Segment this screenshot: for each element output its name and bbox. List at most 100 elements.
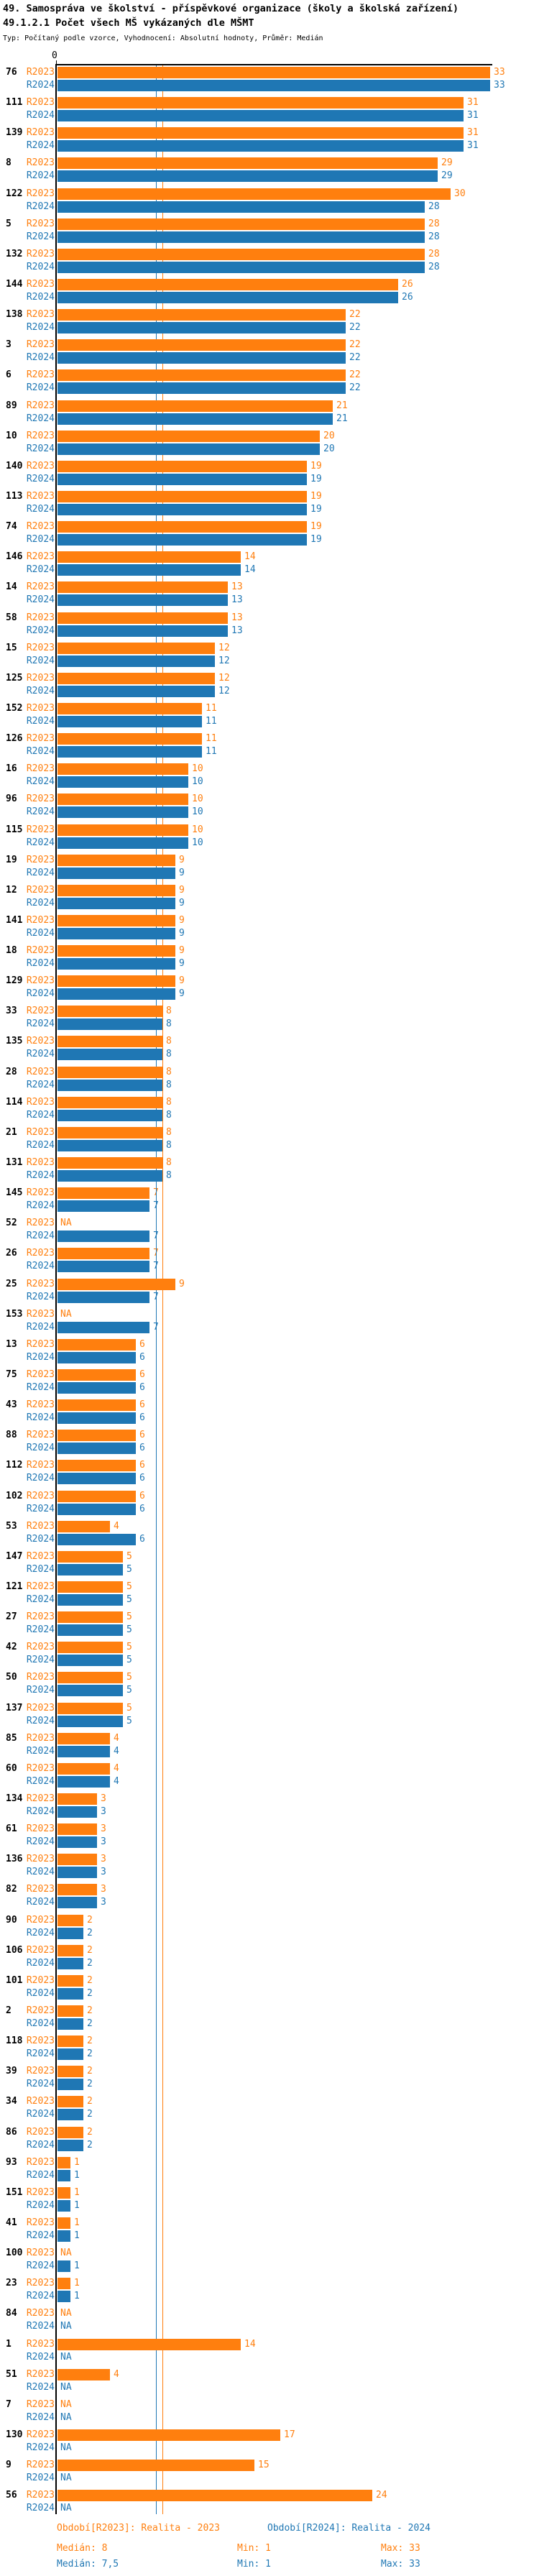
bar-value-r2024: 22 <box>349 352 361 363</box>
bar-value-r2023: 8 <box>166 1036 172 1046</box>
series-label-r2024: R2024 <box>26 1594 55 1605</box>
series-label-r2024: R2024 <box>26 1776 55 1787</box>
bar-value-r2023: 9 <box>179 975 185 986</box>
series-label-r2024: R2024 <box>26 837 55 848</box>
bar-value-r2023: 5 <box>126 1703 132 1714</box>
series-label-r2024: R2024 <box>26 1897 55 1908</box>
bar-r2023 <box>57 643 215 654</box>
category-id-label: 137 <box>6 1703 23 1714</box>
bar-r2023 <box>57 1491 136 1502</box>
bar-value-r2024: 28 <box>428 262 440 272</box>
bar-value-r2024: 33 <box>494 80 505 91</box>
bar-r2024 <box>57 1776 110 1788</box>
series-label-r2023: R2023 <box>26 945 55 956</box>
bar-r2024 <box>57 2140 83 2151</box>
category-id-label: 131 <box>6 1157 23 1168</box>
bar-value-r2024: 2 <box>87 2140 93 2150</box>
bar-r2023 <box>57 2490 372 2501</box>
bar-r2023 <box>57 1703 123 1714</box>
series-label-r2023: R2023 <box>26 1218 55 1228</box>
series-label-r2023: R2023 <box>26 249 55 259</box>
bar-value-r2023: 14 <box>244 551 256 562</box>
na-label-r2024: NA <box>60 2503 72 2513</box>
category-id-label: 52 <box>6 1218 17 1228</box>
bar-value-r2024: 8 <box>166 1170 172 1181</box>
series-label-r2023: R2023 <box>26 581 55 592</box>
series-label-r2023: R2023 <box>26 643 55 653</box>
bar-value-r2023: 13 <box>231 581 243 592</box>
bar-value-r2024: 19 <box>310 474 322 484</box>
bar-value-r2024: 14 <box>244 564 256 575</box>
bar-value-r2024: 2 <box>87 2048 93 2059</box>
bar-value-r2024: 2 <box>87 2079 93 2089</box>
bar-r2024 <box>57 1140 162 1151</box>
na-label-r2024: NA <box>60 2472 72 2483</box>
series-label-r2024: R2024 <box>26 716 55 727</box>
series-label-r2024: R2024 <box>26 262 55 272</box>
bar-r2023 <box>57 2157 70 2168</box>
category-id-label: 3 <box>6 339 11 350</box>
series-label-r2024: R2024 <box>26 625 55 636</box>
category-id-label: 151 <box>6 2187 23 2198</box>
series-label-r2024: R2024 <box>26 382 55 393</box>
series-label-r2023: R2023 <box>26 1915 55 1926</box>
bar-r2024 <box>57 2230 70 2242</box>
bar-value-r2024: 28 <box>428 201 440 212</box>
series-label-r2023: R2023 <box>26 97 55 108</box>
bar-r2023 <box>57 2036 83 2047</box>
bar-value-r2023: 2 <box>87 2127 93 2138</box>
bar-value-r2024: 4 <box>114 1776 119 1787</box>
stat-max-r2023: Max: 33 <box>381 2543 420 2554</box>
series-label-r2024: R2024 <box>26 352 55 363</box>
series-label-r2023: R2023 <box>26 2005 55 2016</box>
bar-value-r2023: 4 <box>114 1733 119 1744</box>
bar-value-r2024: 8 <box>166 1140 172 1151</box>
bar-value-r2024: 26 <box>402 292 413 303</box>
bar-r2024 <box>57 1352 136 1363</box>
bar-value-r2024: 3 <box>101 1897 106 1908</box>
series-label-r2024: R2024 <box>26 170 55 181</box>
bar-r2024 <box>57 1988 83 2000</box>
bar-r2023 <box>57 2127 83 2138</box>
bar-r2023 <box>57 1733 110 1744</box>
bar-value-r2024: 2 <box>87 1928 93 1938</box>
bar-value-r2023: 10 <box>192 763 203 774</box>
bar-value-r2023: 8 <box>166 1127 172 1138</box>
bar-r2024 <box>57 1624 123 1636</box>
series-label-r2024: R2024 <box>26 958 55 969</box>
bar-r2024 <box>57 1080 162 1091</box>
series-label-r2023: R2023 <box>26 1581 55 1592</box>
category-id-label: 19 <box>6 855 17 865</box>
bar-value-r2023: 31 <box>467 97 479 108</box>
category-id-label: 56 <box>6 2490 17 2501</box>
na-label-r2024: NA <box>60 2321 72 2332</box>
bar-value-r2024: 11 <box>206 746 217 757</box>
bar-r2023 <box>57 461 307 472</box>
bar-value-r2024: 10 <box>192 776 203 787</box>
bar-value-r2024: 5 <box>126 1716 132 1726</box>
bar-value-r2023: 6 <box>139 1339 145 1350</box>
category-id-label: 58 <box>6 612 17 623</box>
series-label-r2023: R2023 <box>26 1521 55 1532</box>
category-id-label: 118 <box>6 2036 23 2046</box>
bar-value-r2024: 5 <box>126 1655 132 1665</box>
category-id-label: 84 <box>6 2308 17 2319</box>
series-label-r2023: R2023 <box>26 339 55 350</box>
series-label-r2023: R2023 <box>26 885 55 896</box>
bar-value-r2023: 8 <box>166 1067 172 1077</box>
bar-value-r2024: 7 <box>153 1292 159 1303</box>
bar-value-r2023: 17 <box>284 2429 295 2440</box>
series-label-r2023: R2023 <box>26 1491 55 1501</box>
page-title: 49. Samospráva ve školství - příspěvkové… <box>3 3 459 14</box>
category-id-label: 146 <box>6 551 23 562</box>
category-id-label: 96 <box>6 794 17 804</box>
series-label-r2023: R2023 <box>26 491 55 502</box>
bar-r2024 <box>57 564 241 576</box>
category-id-label: 141 <box>6 915 23 926</box>
bar-r2023 <box>57 612 228 624</box>
bar-r2023 <box>57 1884 97 1895</box>
bar-r2023 <box>57 1399 136 1411</box>
series-label-r2023: R2023 <box>26 218 55 229</box>
series-label-r2023: R2023 <box>26 1279 55 1289</box>
series-label-r2024: R2024 <box>26 2260 55 2271</box>
